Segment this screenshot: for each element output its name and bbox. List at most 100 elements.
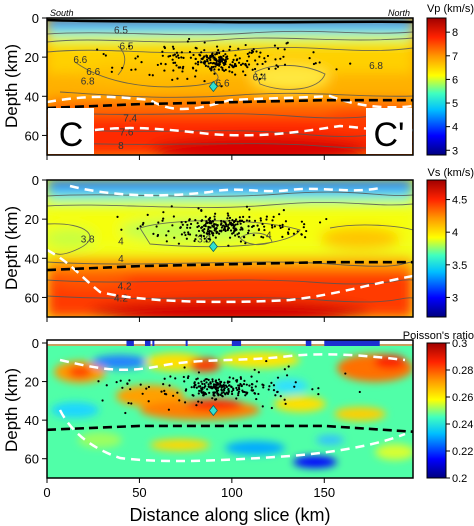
earthquake-dot — [183, 401, 187, 404]
earthquake-dot — [163, 377, 166, 380]
earthquake-dot — [189, 56, 192, 59]
earthquake-dot — [223, 381, 226, 384]
earthquake-dot — [228, 66, 231, 69]
earthquake-dot — [168, 384, 171, 387]
earthquake-dot — [275, 64, 278, 67]
vs-field: 3.8 4 3.8 4 4 4.24.2 — [47, 180, 413, 317]
earthquake-dot — [252, 234, 255, 237]
earthquake-dot — [226, 229, 229, 232]
earthquake-dot — [248, 219, 251, 222]
earthquake-dot — [261, 405, 264, 408]
earthquake-dot — [174, 377, 177, 380]
earthquake-dot — [172, 47, 175, 50]
earthquake-dot — [258, 55, 261, 58]
earthquake-dot — [244, 242, 247, 245]
earthquake-dot — [221, 224, 225, 227]
earthquake-dot — [242, 215, 245, 218]
earthquake-dot — [220, 219, 223, 223]
earthquake-dot — [236, 220, 239, 223]
earthquake-dot — [161, 50, 164, 53]
earthquake-dot — [205, 381, 208, 384]
earthquake-dot — [192, 67, 195, 70]
earthquake-dot — [250, 386, 253, 389]
earthquake-dot — [227, 214, 230, 217]
earthquake-dot — [176, 391, 179, 394]
earthquake-dot — [97, 380, 100, 383]
earthquake-dot — [260, 73, 263, 76]
earthquake-dot — [239, 377, 243, 380]
earthquake-dot — [224, 221, 227, 224]
colorbar-tick-label: 3.5 — [452, 260, 467, 272]
earthquake-dot — [214, 398, 217, 401]
earthquake-dot — [174, 61, 177, 64]
earthquake-dot — [202, 234, 205, 238]
y-tick-label: 20 — [25, 212, 39, 227]
vp-moho-line — [47, 98, 413, 110]
earthquake-dot — [281, 235, 284, 238]
earthquake-dot — [178, 399, 181, 402]
earthquake-dot — [205, 240, 208, 243]
vs-colorbar: Vs (km/s) 3 3.5 4 4.5 — [426, 167, 474, 318]
earthquake-dot — [226, 380, 230, 383]
earthquake-dot — [241, 228, 244, 231]
earthquake-dot — [165, 240, 168, 243]
earthquake-dot — [193, 382, 196, 385]
earthquake-dot — [183, 380, 186, 383]
earthquake-dot — [272, 384, 276, 387]
surface-bar — [126, 340, 134, 346]
earthquake-dot — [276, 47, 280, 50]
earthquake-dot — [263, 57, 266, 60]
earthquake-dot — [195, 69, 198, 72]
earthquake-dot — [199, 54, 202, 57]
earthquake-dot — [195, 234, 198, 237]
earthquake-dot — [311, 388, 314, 391]
earthquake-dot — [230, 392, 234, 396]
earthquake-dot — [211, 224, 214, 227]
earthquake-dot — [244, 394, 247, 397]
earthquake-dot — [237, 390, 241, 393]
earthquake-dot — [200, 226, 204, 229]
earthquake-dot — [231, 71, 234, 74]
earthquake-dot — [203, 41, 206, 44]
earthquake-dot — [180, 51, 183, 54]
earthquake-dot — [102, 52, 105, 56]
earthquake-dot — [282, 55, 285, 58]
earthquake-dot — [175, 55, 178, 58]
earthquake-dot — [265, 359, 268, 363]
earthquake-dot — [163, 46, 167, 50]
earthquake-dot — [217, 394, 220, 397]
colorbar-tick-label: 4 — [452, 227, 458, 239]
earthquake-dot — [259, 217, 262, 220]
x-tick-label: 0 — [43, 485, 50, 500]
earthquake-dot — [104, 54, 107, 57]
earthquake-dot — [232, 388, 235, 392]
earthquake-dot — [177, 242, 181, 245]
earthquake-dot — [235, 58, 238, 62]
earthquake-dot — [210, 230, 213, 233]
earthquake-dot — [194, 238, 197, 241]
earthquake-dot — [207, 57, 211, 60]
earthquake-dot — [224, 384, 227, 387]
earthquake-dot — [247, 63, 251, 66]
earthquake-dot — [220, 85, 223, 88]
x-axis-label: Distance along slice (km) — [129, 505, 330, 525]
earthquake-dot — [223, 384, 226, 387]
earthquake-dot — [196, 377, 199, 380]
earthquake-dot — [115, 381, 118, 384]
earthquake-dot — [146, 213, 149, 216]
earthquake-dot — [134, 68, 137, 71]
earthquake-dot — [159, 62, 163, 65]
earthquake-dot — [162, 211, 165, 214]
earthquake-dot — [254, 385, 257, 388]
earthquake-dot — [200, 234, 203, 237]
earthquake-dot — [217, 383, 220, 386]
earthquake-dot — [257, 392, 260, 396]
earthquake-dot — [281, 223, 284, 226]
colorbar-tick-label: 4.5 — [452, 195, 467, 207]
earthquake-dot — [203, 382, 206, 386]
earthquake-dot — [192, 53, 195, 57]
vp-seismicity — [96, 37, 352, 88]
earthquake-dot — [218, 385, 221, 388]
earthquake-dot — [120, 228, 123, 231]
contour-label: 4 — [118, 254, 124, 265]
